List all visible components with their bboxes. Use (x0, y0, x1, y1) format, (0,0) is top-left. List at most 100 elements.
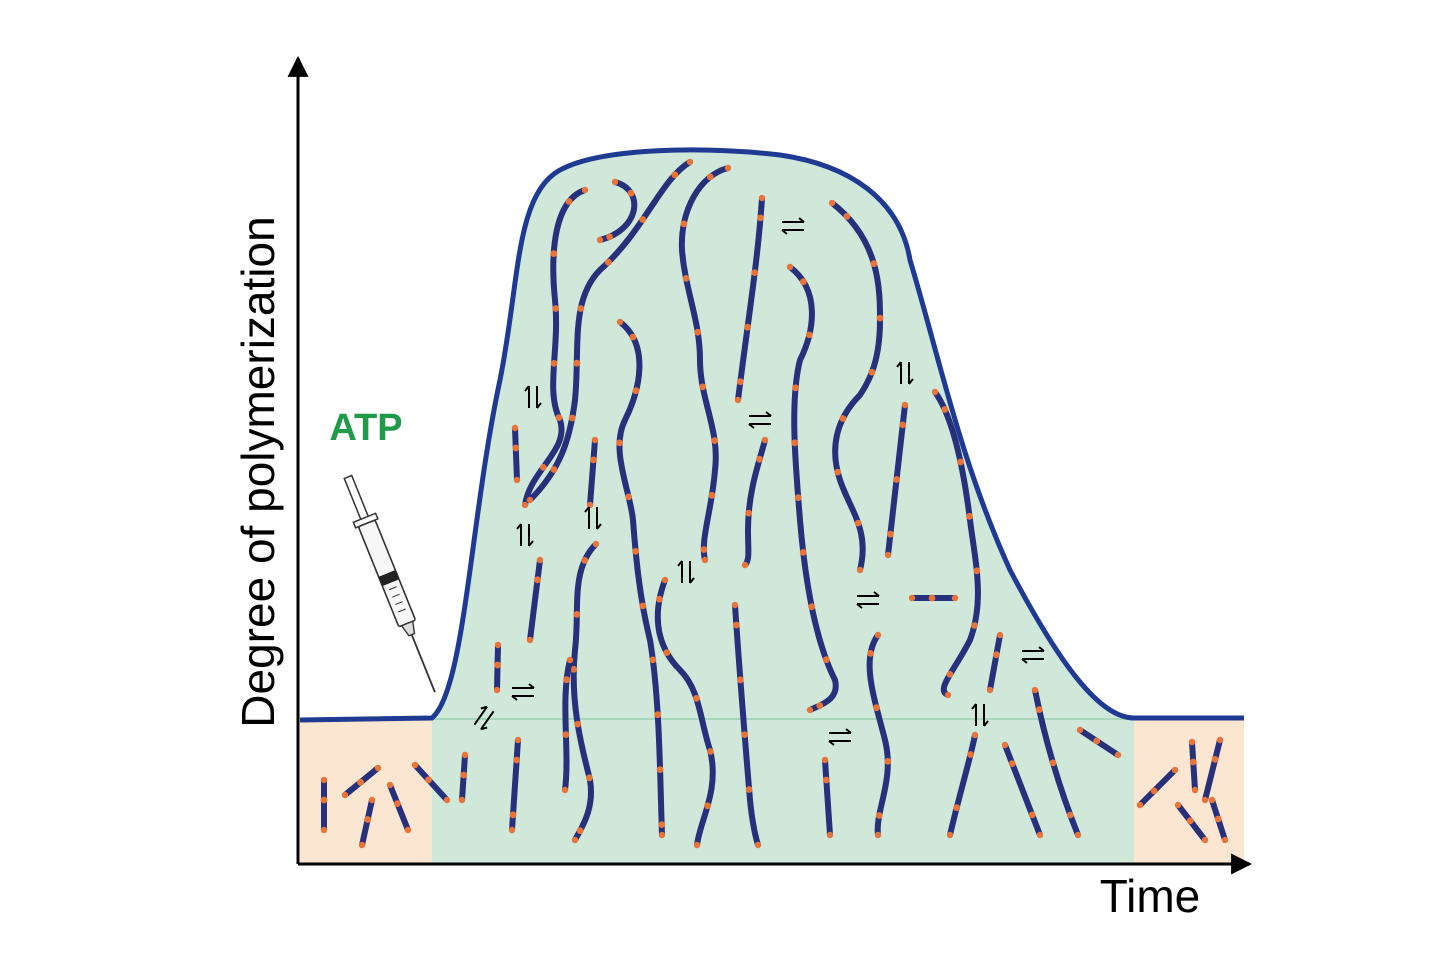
filament-joint (946, 671, 954, 678)
filament-joint (663, 649, 671, 656)
filament-joint (887, 530, 894, 538)
filament-end (514, 736, 522, 744)
filament-joint (1008, 760, 1016, 767)
filament-joint (576, 827, 584, 835)
y-axis-label: Degree of polymerization (232, 216, 284, 727)
filament-long-12 (732, 602, 761, 848)
filament-end (404, 826, 412, 834)
filament-joint (577, 305, 585, 312)
filament-end (806, 706, 814, 714)
filament-end (1201, 836, 1209, 844)
filament-end (1001, 741, 1009, 749)
filament-long-10 (570, 541, 599, 843)
filament-long-9 (587, 437, 598, 508)
filament-joint (899, 421, 907, 429)
filament-joint (550, 360, 558, 367)
filament-end (661, 576, 669, 584)
filament-end (566, 656, 574, 664)
filament-end (368, 796, 376, 804)
filament-short-17 (822, 757, 833, 838)
filament-joint (693, 695, 700, 702)
filament-joint (745, 509, 753, 517)
filament-joint (791, 439, 799, 447)
filament-joint (706, 173, 714, 181)
filament-joint (581, 557, 589, 564)
filament-joint (555, 414, 563, 421)
filament-joint (639, 216, 647, 223)
filament-end (971, 731, 979, 739)
equilibrium-arrows-icon (781, 217, 805, 235)
filament-joint (711, 437, 718, 444)
filament-joint (656, 595, 663, 603)
filament-joint (539, 463, 547, 471)
filament-joint (993, 651, 1000, 659)
filament-end (701, 556, 709, 564)
filament-short-12 (1137, 767, 1178, 808)
filament-joint (967, 751, 974, 758)
filament-end (1174, 801, 1182, 809)
filament-end (458, 796, 466, 804)
equilibrium-arrows-icon (584, 506, 602, 530)
filament-end (358, 841, 366, 849)
filament-joint (805, 331, 813, 339)
filament-joint (1093, 737, 1101, 745)
filament-end (1114, 751, 1122, 759)
filament-joint (682, 275, 690, 282)
filament-end (1216, 736, 1224, 744)
filament-joint (574, 720, 582, 728)
equilibrium-arrows-icon (677, 560, 695, 584)
filament-joint (562, 731, 570, 738)
filament-short-8 (512, 425, 520, 483)
filament-end (874, 631, 882, 639)
filament-joint (870, 260, 878, 268)
filament-joint (604, 258, 612, 266)
equilibrium-arrows-icon (971, 703, 989, 727)
filament-joint (394, 800, 401, 807)
filament-joint (694, 328, 702, 336)
filament-joint (534, 576, 541, 584)
filament-joint (425, 776, 432, 784)
filament-end (596, 236, 604, 244)
filament-end (1208, 796, 1216, 804)
equilibrium-arrows-icon (896, 361, 914, 385)
filament-end (731, 601, 739, 609)
filament-joint (839, 415, 847, 422)
filament-joint (757, 214, 764, 222)
filament-joint (656, 766, 664, 773)
filament-end (1221, 836, 1229, 844)
filament-joint (460, 771, 468, 779)
filament-end (758, 194, 766, 202)
filament-end (944, 691, 952, 699)
x-axis-label: Time (1100, 870, 1201, 922)
filament-joint (1066, 811, 1074, 819)
filament-joint (1150, 787, 1158, 795)
filament-joint (876, 314, 884, 322)
equilibrium-arrows-icon (1021, 646, 1045, 664)
filament-joint (741, 731, 748, 738)
filament-end (946, 831, 954, 839)
filament-end (571, 836, 579, 844)
filament-long-19 (1002, 742, 1043, 838)
filament-joint (745, 786, 753, 793)
filament-long-15 (932, 389, 981, 698)
filament-joint (627, 189, 635, 197)
filament-end (508, 826, 516, 834)
filament-joint (928, 594, 936, 602)
filament-joint (822, 656, 830, 664)
filament-joint (590, 456, 597, 464)
filament-end (996, 631, 1004, 639)
filament-joint (494, 661, 501, 669)
filament-joint (799, 549, 807, 556)
filament-end (1074, 831, 1082, 839)
filament-end (320, 776, 328, 784)
filament-long-7 (829, 200, 884, 573)
filament-end (443, 796, 451, 804)
filament-joint (733, 621, 740, 629)
filament-joint (973, 567, 981, 575)
filament-joint (884, 757, 892, 765)
filament-end (826, 831, 834, 839)
filament-end (1031, 686, 1039, 694)
equilibrium-arrows-icon (473, 705, 495, 731)
filament-end (658, 831, 666, 839)
